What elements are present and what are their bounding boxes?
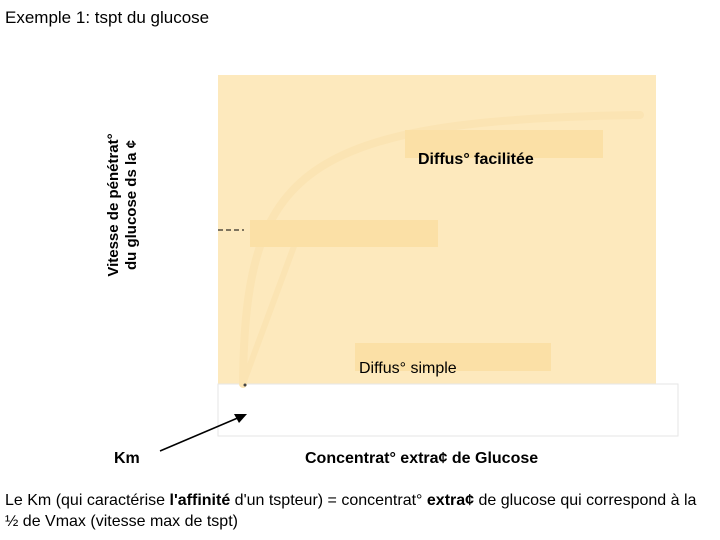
lower-band [217, 383, 679, 437]
label-diffusion-facilitee: Diffus° facilitée [418, 151, 534, 168]
caption-bold2: extra¢ [426, 492, 475, 509]
caption-bold1: l'affinité [169, 492, 231, 509]
curve-diffusion-simple [240, 227, 303, 387]
km-arrow [159, 416, 241, 452]
x-axis-label: Concentrat° extra¢ de Glucose [305, 450, 539, 467]
km-arrow-head [234, 414, 247, 423]
mid-label-box [250, 220, 438, 247]
curve-diffusion-facilitee [239, 111, 644, 388]
caption-part3: de glucose qui correspond à la ½ de Vmax… [5, 492, 697, 530]
label-box-facilitee [405, 130, 603, 158]
slide-title: Exemple 1: tspt du glucose [5, 8, 210, 27]
caption: Le Km (qui caractérise l'affinité d'un t… [5, 490, 705, 532]
km-label: Km [114, 450, 140, 467]
label-box-simple [355, 343, 551, 371]
caption-part1: Le Km (qui caractérise [5, 492, 170, 509]
label-diffusion-simple: Diffus° simple [359, 360, 457, 377]
caption-part2: d'un tspteur) = concentrat° [230, 492, 427, 509]
origin-point [243, 383, 247, 387]
